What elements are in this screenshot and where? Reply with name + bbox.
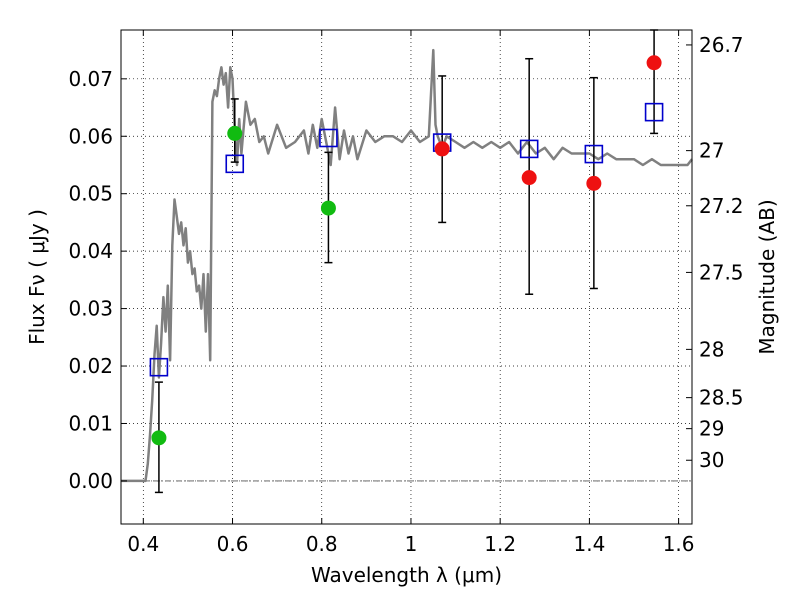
- model-photometry-square: [519, 139, 539, 159]
- y-tick-label: 0.02: [68, 354, 113, 378]
- observed-points: [151, 55, 662, 446]
- x-tick-label: 0.8: [306, 532, 338, 556]
- y-axis-title: Flux Fν ( μJy ): [25, 209, 49, 345]
- red-point: [434, 141, 450, 157]
- red-point: [646, 55, 662, 71]
- y2-tick-label: 28: [699, 337, 724, 361]
- x-tick-label: 1.2: [484, 532, 516, 556]
- y2-axis-title: Magnitude (AB): [755, 199, 779, 354]
- x-axis-title: Wavelength λ (μm): [311, 563, 502, 587]
- y2-tick-label: 27.2: [699, 194, 744, 218]
- x-tick-label: 1.6: [663, 532, 695, 556]
- x-axis-ticks: 0.4 0.6 0.8 1 1.2 1.4 1.6: [127, 30, 695, 556]
- y2-tick-label: 26.7: [699, 33, 744, 57]
- model-spectrum-line: [121, 48, 693, 483]
- red-point: [586, 175, 602, 191]
- y2-tick-label: 27: [699, 139, 724, 163]
- model-photometry-square: [644, 102, 664, 122]
- y-tick-label: 0.01: [68, 411, 113, 435]
- green-point: [320, 200, 336, 216]
- plot-frame: [120, 29, 693, 525]
- y2-tick-label: 28.5: [699, 386, 744, 410]
- model-photometry-square: [225, 154, 245, 174]
- y2-axis-ticks: 26.7 27 27.2 27.5 28 28.5 29 30: [686, 33, 744, 472]
- model-photometry-squares: [149, 102, 664, 377]
- y-tick-label: 0.04: [68, 239, 113, 263]
- x-tick-label: 1.4: [573, 532, 605, 556]
- model-photometry-square: [584, 144, 604, 164]
- y-tick-label: 0.03: [68, 297, 113, 321]
- model-photometry-square: [149, 357, 169, 377]
- y2-tick-label: 27.5: [699, 260, 744, 284]
- red-point: [521, 170, 537, 186]
- y-tick-label: 0.07: [68, 67, 113, 91]
- y-tick-label: 0.05: [68, 182, 113, 206]
- green-point: [151, 430, 167, 446]
- x-tick-label: 0.6: [217, 532, 249, 556]
- y2-tick-label: 29: [699, 417, 724, 441]
- model-photometry-square: [319, 128, 338, 148]
- y-axis-ticks: 0.00 0.01 0.02 0.03 0.04 0.05 0.06 0.07: [68, 67, 127, 493]
- y-tick-label: 0.06: [68, 124, 113, 148]
- y2-tick-label: 30: [699, 448, 724, 472]
- error-bars: [154, 29, 659, 494]
- model-spectrum-layer: [121, 48, 693, 483]
- x-tick-label: 1: [405, 532, 418, 556]
- y-tick-label: 0.00: [68, 469, 113, 493]
- green-point: [227, 125, 243, 141]
- x-tick-label: 0.4: [127, 532, 159, 556]
